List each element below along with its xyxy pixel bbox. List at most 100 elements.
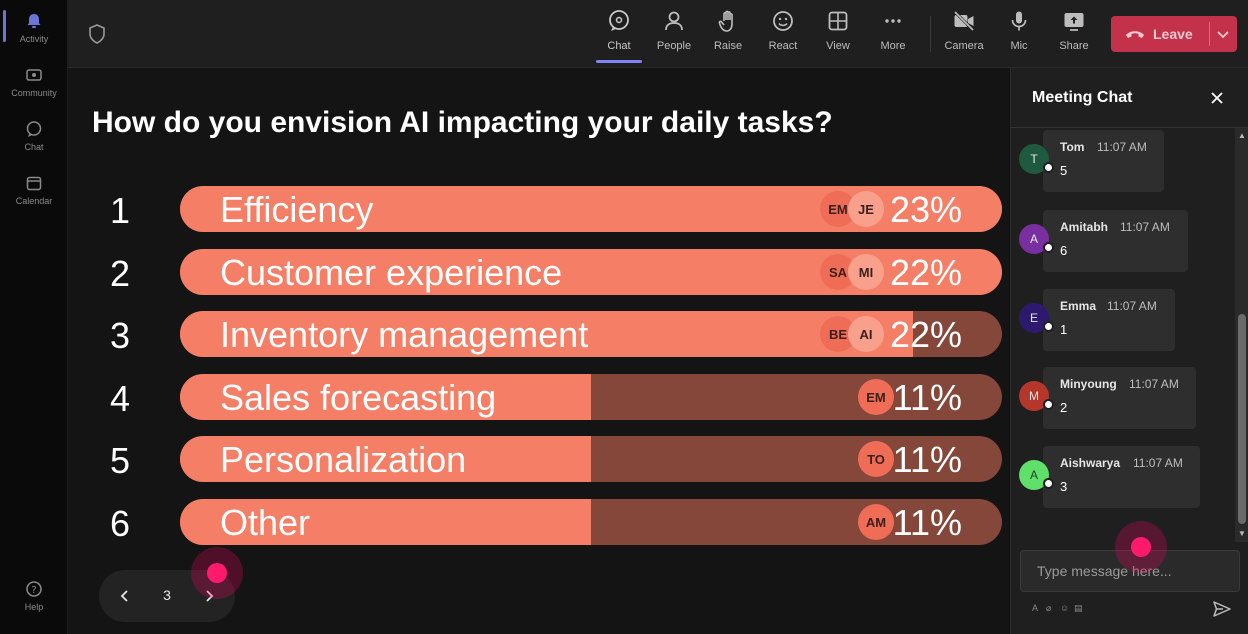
message-time: 11:07 AM (1097, 140, 1147, 154)
rail-item-calendar[interactable]: Calendar (0, 172, 68, 224)
scroll-thumb[interactable] (1238, 314, 1246, 524)
option-number: 1 (109, 190, 131, 231)
rail-item-activity[interactable]: Activity (0, 10, 68, 62)
option-label: Sales forecasting (220, 377, 497, 418)
raise-label: Raise (713, 40, 743, 52)
page-number: 3 (163, 587, 171, 603)
camera-button[interactable]: Camera (936, 8, 992, 60)
bell-icon (23, 10, 45, 32)
presence-status-icon (1043, 242, 1054, 253)
message-time: 11:07 AM (1133, 456, 1183, 470)
voter-avatar: MI (848, 254, 884, 290)
voter-avatar: AM (858, 504, 894, 540)
option-bar[interactable]: Sales forecasting EM 11% (180, 374, 1002, 420)
rail-item-chat[interactable]: Chat (0, 118, 68, 170)
option-label: Inventory management (220, 314, 589, 355)
option-percent: 11% (892, 502, 962, 543)
more-button[interactable]: More (865, 8, 921, 60)
leave-button[interactable]: Leave (1111, 16, 1237, 52)
community-icon (23, 64, 45, 86)
emoji-icon[interactable]: ☺ (1060, 603, 1070, 613)
chat-message: Aishwarya 11:07 AM 3 A (1011, 446, 1235, 510)
scroll-up-arrow-icon[interactable]: ▲ (1238, 131, 1246, 140)
previous-page-button[interactable] (113, 584, 137, 608)
rail-label: Calendar (15, 196, 53, 206)
people-button[interactable]: People (646, 8, 702, 60)
click-indicator (191, 547, 243, 599)
hand-icon (715, 8, 741, 34)
view-button[interactable]: View (810, 8, 866, 60)
chevron-right-icon (206, 590, 214, 602)
view-label: View (826, 40, 850, 52)
option-bar[interactable]: Inventory management BE AI 22% (180, 311, 1002, 357)
active-tab-underline (596, 60, 642, 63)
rail-label: Chat (24, 142, 44, 152)
people-icon (661, 8, 687, 34)
option-fill (180, 499, 591, 545)
option-fill (180, 311, 913, 357)
phone-hangup-icon (1125, 27, 1145, 41)
message-bubble: Tom 11:07 AM 5 (1043, 130, 1164, 192)
gif-icon[interactable]: ▤ (1074, 603, 1083, 613)
presence-status-icon (1043, 399, 1054, 410)
poll-option-row: 4 Sales forecasting EM 11% (68, 374, 1010, 422)
chat-button[interactable]: Chat (591, 8, 647, 60)
chat-message: Tom 11:07 AM 5 T (1011, 130, 1235, 194)
send-icon (1213, 601, 1231, 617)
option-bar[interactable]: Other AM 11% (180, 499, 1002, 545)
attach-icon[interactable]: ⌀ (1046, 603, 1052, 613)
sender-name: Emma (1060, 299, 1097, 313)
rail-item-help[interactable]: ? Help (0, 578, 68, 630)
message-input[interactable] (1020, 550, 1240, 592)
share-button[interactable]: Share (1046, 8, 1102, 60)
react-button[interactable]: React (755, 8, 811, 60)
camera-label: Camera (944, 40, 984, 52)
option-label: Personalization (220, 439, 467, 480)
option-fill (180, 436, 591, 482)
react-label: React (768, 40, 798, 52)
more-label: More (880, 40, 906, 52)
option-percent: 11% (892, 439, 962, 480)
poll-option-row: 3 Inventory management BE AI 22% (68, 311, 1010, 359)
chat-divider (1011, 127, 1248, 128)
option-number: 3 (109, 315, 131, 356)
option-fill (180, 374, 591, 420)
message-text: 5 (1060, 163, 1068, 178)
message-bubble: Amitabh 11:07 AM 6 (1043, 210, 1188, 272)
next-page-button[interactable] (197, 584, 221, 608)
mic-button[interactable]: Mic (991, 8, 1047, 60)
scroll-down-arrow-icon[interactable]: ▼ (1238, 529, 1246, 538)
voter-avatar: EM (858, 379, 894, 415)
chevron-left-icon (120, 590, 128, 602)
message-text: 2 (1060, 400, 1068, 415)
voter-avatar: AI (848, 316, 884, 352)
sender-name: Aishwarya (1060, 456, 1121, 470)
chevron-down-icon[interactable] (1215, 26, 1231, 42)
rail-label: Activity (19, 34, 49, 44)
option-bar[interactable]: Efficiency EM JE 23% (180, 186, 1002, 232)
format-icon[interactable]: A (1032, 603, 1039, 613)
microphone-icon (1006, 8, 1032, 34)
click-indicator (1115, 521, 1167, 573)
voter-avatar: TO (858, 441, 894, 477)
option-bar[interactable]: Customer experience SA MI 22% (180, 249, 1002, 295)
poll-option-row: 6 Other AM 11% (68, 499, 1010, 547)
message-bubble: Aishwarya 11:07 AM 3 (1043, 446, 1200, 508)
smiley-icon (770, 8, 796, 34)
message-time: 11:07 AM (1107, 299, 1157, 313)
rail-item-community[interactable]: Community (0, 64, 68, 116)
send-button[interactable] (1212, 599, 1232, 619)
chat-message: Emma 11:07 AM 1 E (1011, 289, 1235, 353)
grid-view-icon (825, 8, 851, 34)
option-bar[interactable]: Personalization TO 11% (180, 436, 1002, 482)
poll-option-row: 2 Customer experience SA MI 22% (68, 249, 1010, 297)
scrollbar[interactable]: ▲ ▼ (1235, 128, 1248, 542)
raise-hand-button[interactable]: Raise (700, 8, 756, 60)
meeting-chat-panel: Meeting Chat Tom 11:07 AM 5 T Amitabh 11:07 A… (1010, 68, 1248, 634)
presence-status-icon (1043, 162, 1054, 173)
poll-stage: How do you envision AI impacting your da… (68, 68, 1010, 634)
option-percent: 22% (889, 314, 962, 355)
close-button[interactable] (1207, 88, 1227, 108)
shield-icon (88, 24, 106, 44)
option-number: 6 (109, 503, 131, 544)
